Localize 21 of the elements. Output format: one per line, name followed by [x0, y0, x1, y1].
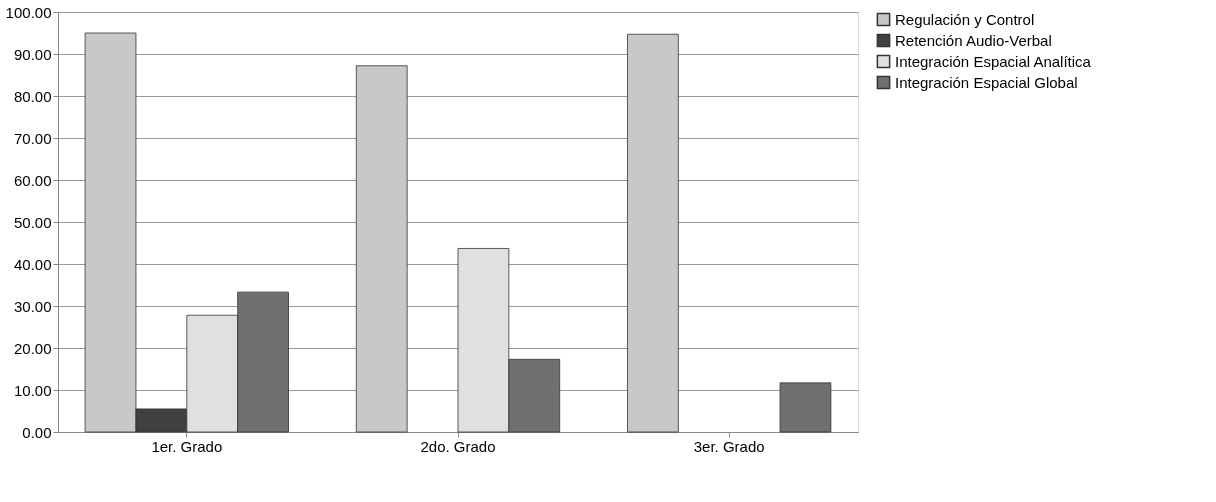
bar [627, 33, 679, 433]
y-tick-label: 70.00 [13, 129, 52, 147]
legend-label: Retención Audio-Verbal [895, 31, 1052, 49]
y-tick-label: 80.00 [13, 87, 52, 105]
legend-label: Regulación y Control [895, 10, 1035, 28]
y-tick-label: 20.00 [13, 339, 52, 357]
bar [779, 382, 832, 433]
legend-label: Integración Espacial Global [895, 73, 1078, 91]
y-tick-label: 50.00 [13, 213, 52, 231]
x-tick-label: 2do. Grado [420, 437, 496, 455]
y-tick-label: 0.00 [22, 423, 52, 441]
bar [355, 65, 408, 433]
legend-label: Integración Espacial Analítica [895, 52, 1092, 70]
y-tick-label: 30.00 [13, 297, 52, 315]
x-tick-label: 1er. Grado [151, 437, 223, 455]
x-tick-label: 3er. Grado [693, 437, 765, 455]
y-tick-label: 100.00 [5, 3, 52, 21]
y-tick-label: 60.00 [13, 171, 52, 189]
y-tick-label: 10.00 [13, 381, 52, 399]
y-tick-label: 90.00 [13, 45, 52, 63]
y-tick-label: 40.00 [13, 255, 52, 273]
